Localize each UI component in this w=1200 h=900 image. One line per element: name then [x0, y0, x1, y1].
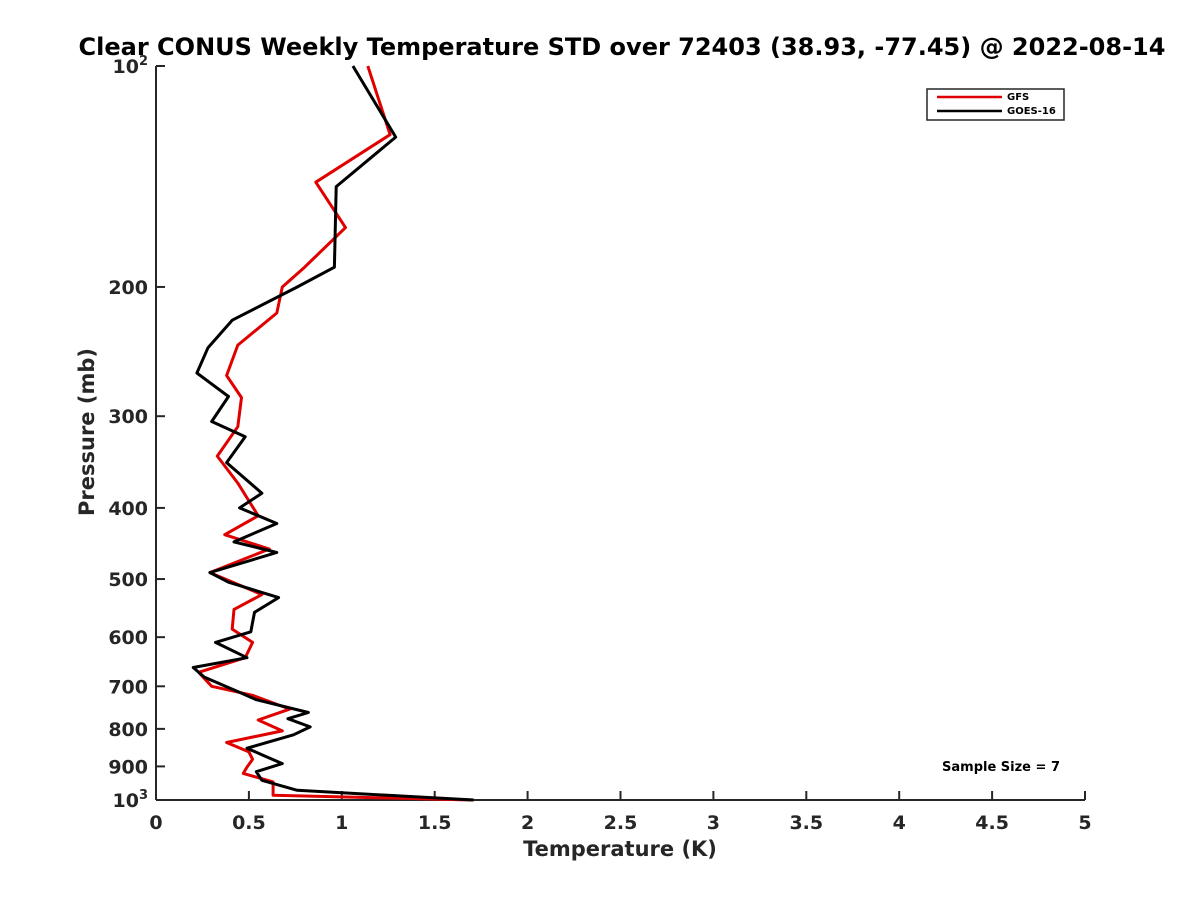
- axes: [155, 66, 1085, 801]
- x-tick-label: 2.5: [604, 812, 638, 834]
- x-tick-label: 1.5: [418, 812, 452, 834]
- legend-label-gfs: GFS: [1007, 92, 1029, 103]
- y-tick-label: 300: [108, 406, 148, 428]
- x-tick-label: 1: [335, 812, 348, 834]
- x-tick-label: 5: [1078, 812, 1091, 834]
- y-axis-ticks: 102 200 300 400 500 600 700 800 900 103: [108, 54, 165, 812]
- x-tick-label: 2: [521, 812, 534, 834]
- y-tick-label: 900: [108, 756, 148, 778]
- legend: GFS GOES-16: [926, 88, 1065, 121]
- y-tick-label: 800: [108, 719, 148, 741]
- x-tick-label: 3.5: [789, 812, 823, 834]
- y-tick-label: 600: [108, 627, 148, 649]
- y-axis-label: Pressure (mb): [75, 348, 99, 516]
- legend-box: [926, 88, 1065, 121]
- y-tick-label: 103: [113, 788, 149, 812]
- y-tick-label: 102: [113, 54, 149, 78]
- series-line-gfs: [197, 65, 472, 802]
- x-tick-label: 0.5: [232, 812, 266, 834]
- y-tick-label: 700: [108, 676, 148, 698]
- x-tick-label: 0: [149, 812, 162, 834]
- x-tick-label: 4: [893, 812, 906, 834]
- sample-size-annotation: Sample Size = 7: [942, 760, 1060, 775]
- x-tick-label: 3: [707, 812, 720, 834]
- legend-label-goes16: GOES-16: [1007, 106, 1056, 117]
- y-tick-label: 400: [108, 498, 148, 520]
- x-axis-label: Temperature (K): [523, 837, 717, 861]
- x-tick-label: 4.5: [975, 812, 1009, 834]
- series-line-goes16: [191, 65, 474, 802]
- y-tick-label: 200: [108, 277, 148, 299]
- series-group: [191, 65, 474, 802]
- x-axis-ticks: 0 0.5 1 1.5 2 2.5 3 3.5 4 4.5 5: [149, 791, 1092, 834]
- y-tick-label: 500: [108, 569, 148, 591]
- chart-title: Clear CONUS Weekly Temperature STD over …: [79, 33, 1166, 61]
